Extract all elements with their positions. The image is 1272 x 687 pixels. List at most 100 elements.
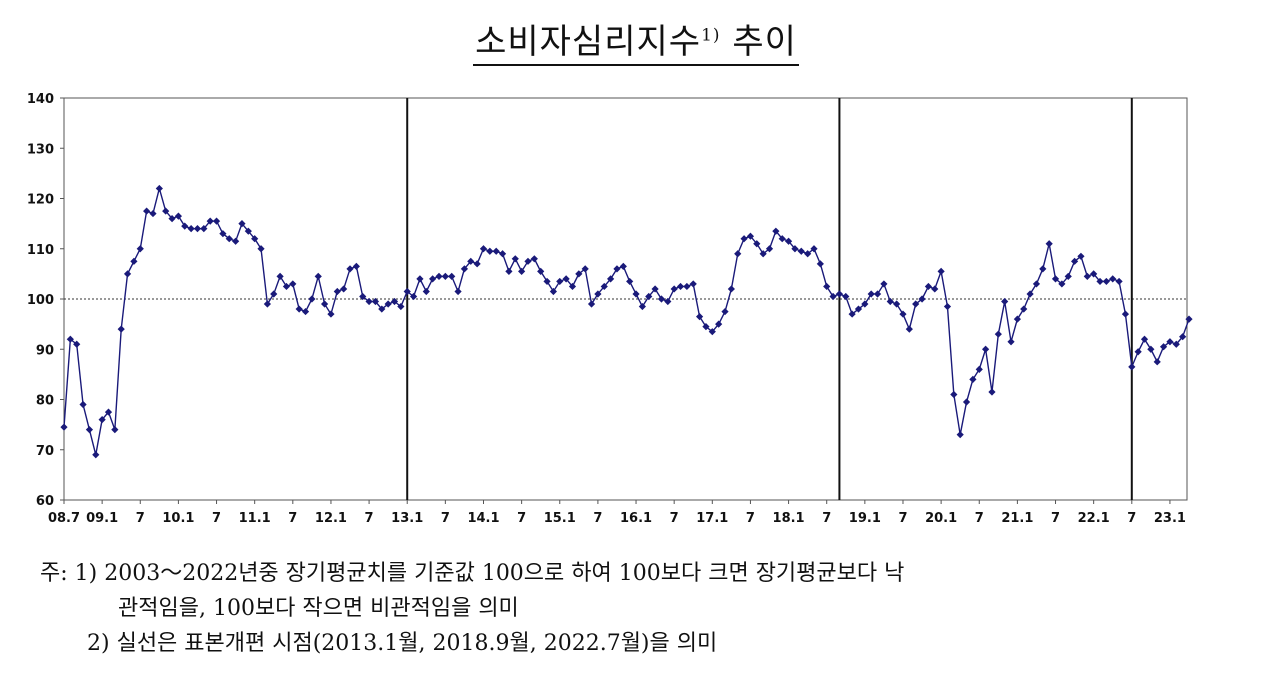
data-point [193,225,202,233]
data-point [1153,358,1161,366]
data-point [695,312,704,321]
data-point [244,227,252,235]
x-tick-label: 08.7 [48,511,80,526]
data-point [1051,275,1060,283]
data-point [784,237,793,245]
data-point [473,260,481,268]
data-point [123,270,132,278]
footnote-2: 2) 실선은 표본개편 시점(2013.1월, 2018.9월, 2022.7월… [87,631,718,656]
y-tick-label: 110 [27,243,54,258]
data-point [1102,277,1110,286]
data-point [1185,315,1193,323]
title-footnote-mark: 1) [701,25,721,46]
data-point [263,300,271,308]
data-point [79,400,87,409]
data-point [568,282,577,291]
plot-area [60,97,1193,501]
data-point [1032,280,1041,288]
data-point [823,282,831,291]
data-point [556,277,564,286]
data-point [727,285,735,293]
data-point [340,285,348,293]
data-point [270,290,278,298]
x-tick-label: 17.1 [696,511,728,526]
data-point [1083,272,1091,280]
footnotes: 주: 1) 2003～2022년중 장기평균치를 기준값 100으로 하여 10… [40,556,1260,661]
data-point [549,287,558,296]
x-tick-label: 7 [517,511,526,526]
data-point [816,260,824,268]
data-point [104,408,113,416]
data-point [1159,343,1168,351]
data-point [1058,280,1066,288]
x-tick-label: 7 [975,511,984,526]
data-point [257,245,265,253]
data-point [498,250,507,258]
data-point [1039,265,1047,273]
x-tick-label: 7 [593,511,602,526]
data-point [613,265,621,273]
data-point [422,287,430,296]
x-tick-label: 7 [441,511,450,526]
data-point [689,280,697,288]
data-point [73,340,81,348]
y-axis: 60 70 80 90 100 110 120 130 140 [27,92,64,509]
data-point [66,335,74,343]
data-point [632,290,640,298]
data-point [371,297,380,306]
y-tick-label: 130 [27,142,54,157]
data-point [467,257,475,265]
data-point [301,307,310,316]
y-tick-label: 90 [36,343,54,358]
data-point [416,275,424,283]
data-point [873,290,882,298]
data-point [759,250,767,258]
data-point [174,212,183,220]
data-point [715,320,723,328]
data-point [664,297,672,306]
data-point [530,255,538,263]
data-point [85,426,94,434]
data-point [975,365,983,373]
data-point [772,227,780,235]
data-point [1109,275,1117,283]
x-tick-label: 7 [288,511,297,526]
data-point [397,302,405,311]
data-point [702,323,710,331]
line-chart: 60 70 80 90 100 110 120 130 140 08.7 09.1 7 10.1 7 11… [27,92,1193,526]
data-point [149,209,157,218]
data-point [238,220,246,228]
data-point [600,282,608,291]
data-point [111,426,119,434]
data-point [537,267,545,275]
data-point [524,257,532,265]
data-point [289,280,297,288]
x-tick-label: 16.1 [620,511,652,526]
data-point [518,267,526,275]
data-point [308,295,316,303]
data-point [791,245,799,253]
data-point [352,262,360,270]
data-point [829,292,837,301]
data-point [835,290,844,298]
title-main: 소비자심리지수 [475,22,702,62]
data-point [587,300,596,308]
data-point [162,207,170,215]
y-tick-label: 60 [36,494,54,509]
footnote-1: 주: 1) 2003～2022년중 장기평균치를 기준값 100으로 하여 10… [40,561,905,586]
data-point [886,297,894,306]
data-point [956,431,964,439]
data-point [1013,315,1021,323]
data-point [797,247,805,255]
data-point [1172,340,1180,348]
x-tick-label: 18.1 [773,511,805,526]
data-point [1128,363,1136,371]
data-point [645,292,653,301]
data-point [1134,348,1142,356]
data-point [486,247,494,255]
data-point [937,267,945,275]
data-point [1026,290,1034,298]
y-tick-label: 120 [27,193,54,208]
data-point [1077,252,1085,260]
data-point [924,282,933,291]
